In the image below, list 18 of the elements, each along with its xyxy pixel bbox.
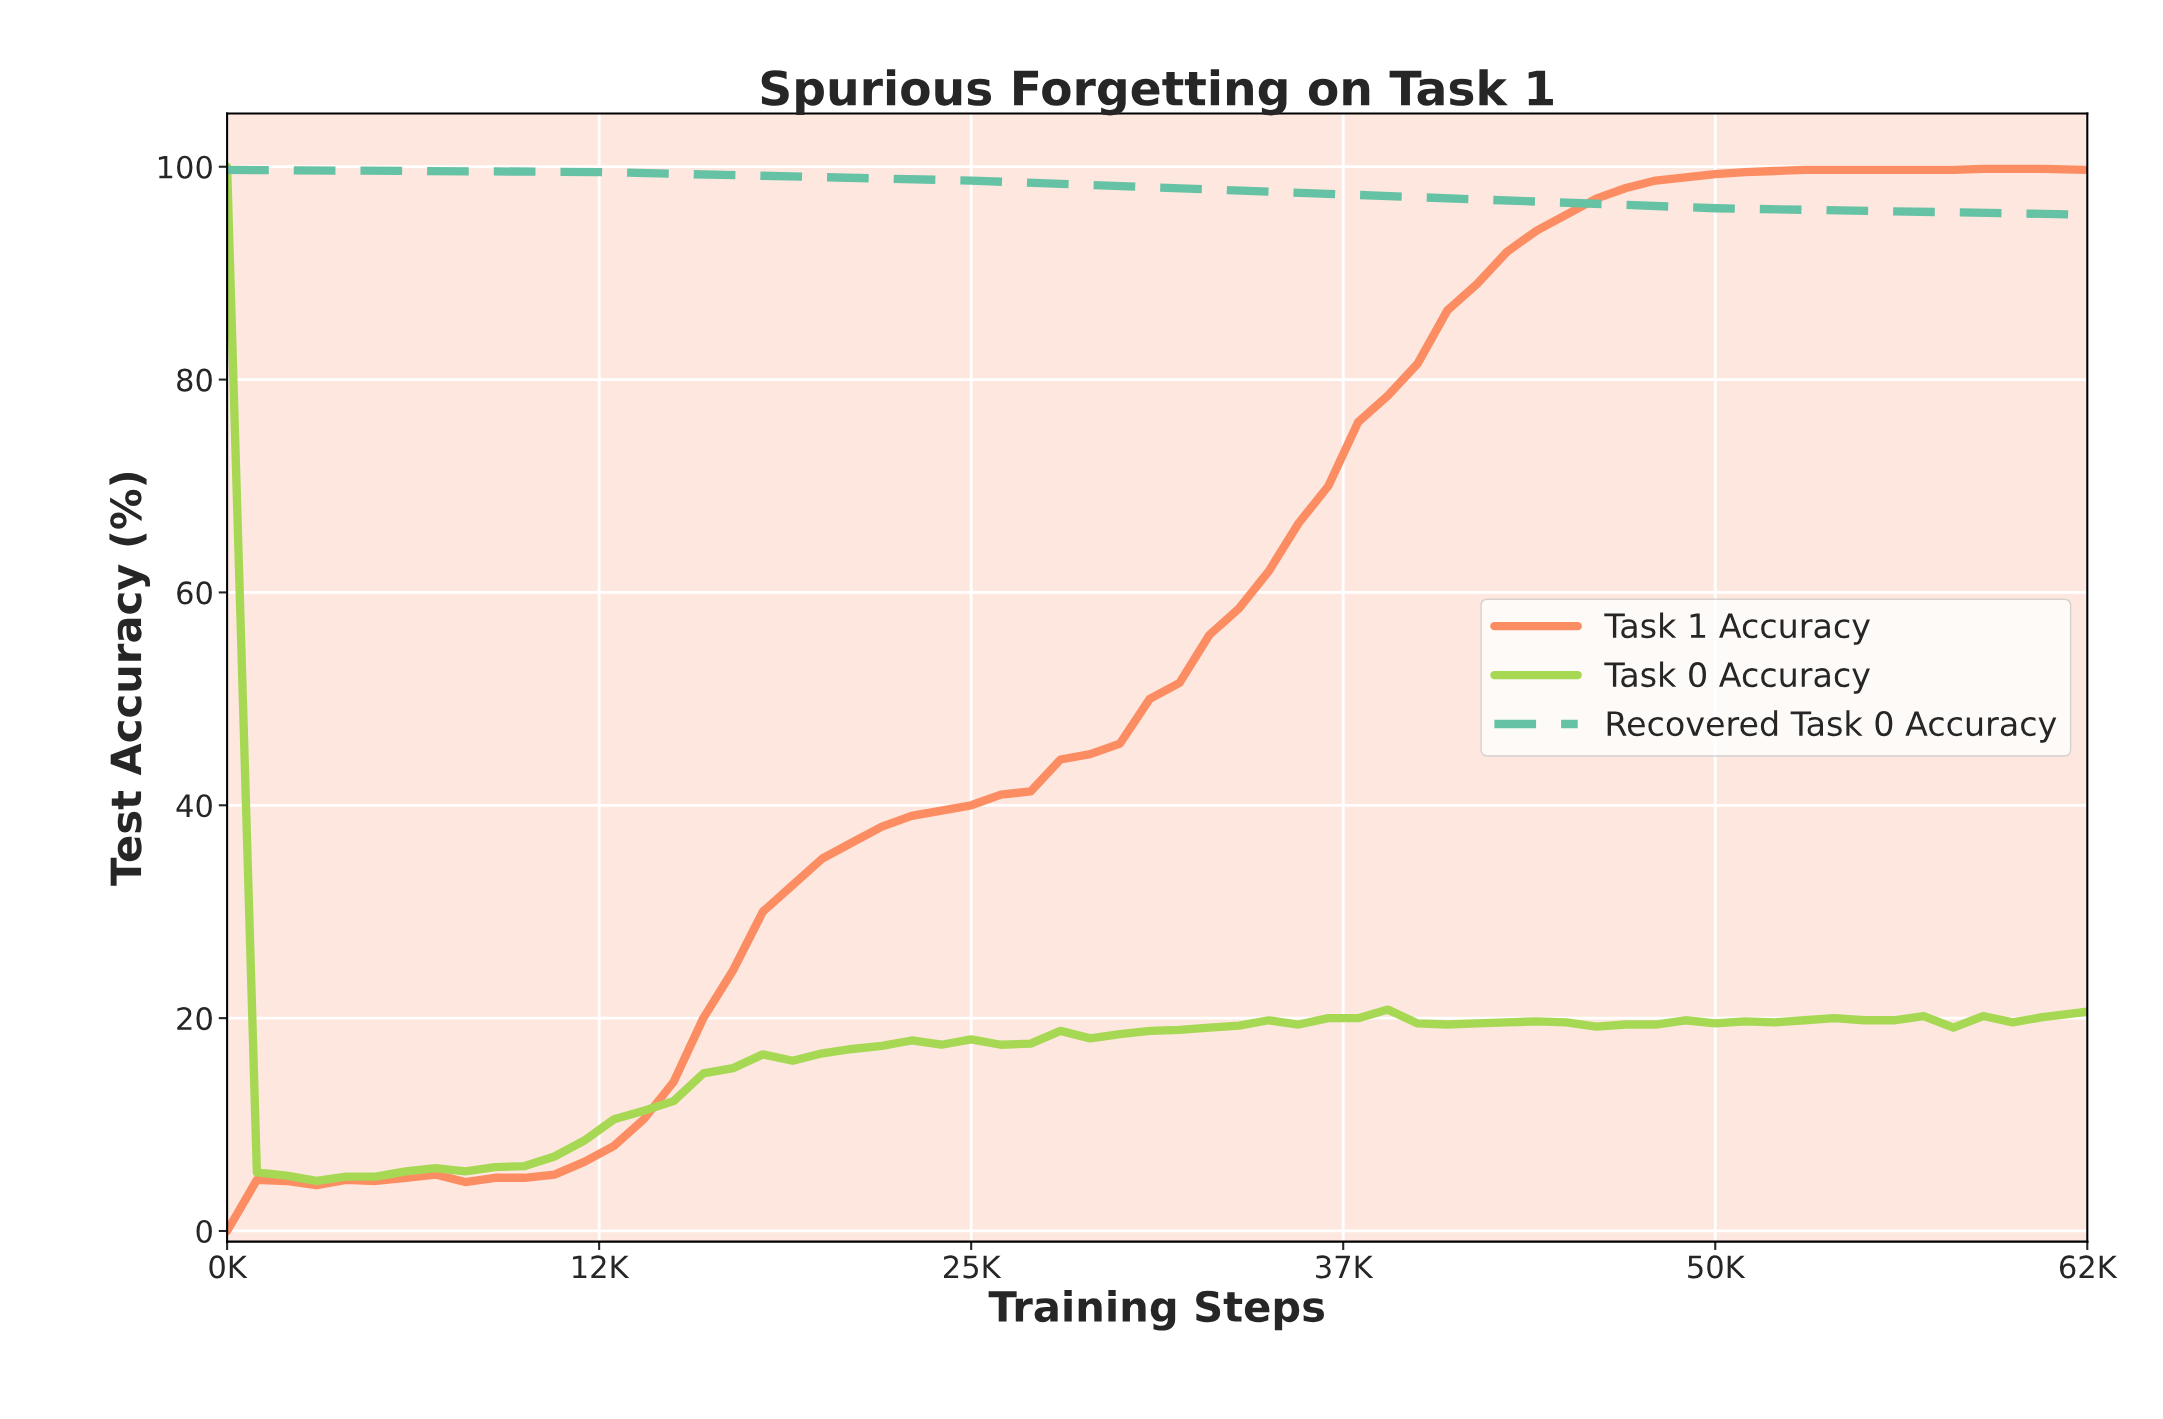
legend-label: Task 1 Accuracy [1604,612,1870,645]
x-tick-label: 37K [1316,1255,1374,1279]
x-tick-label: 50K [1688,1255,1746,1279]
y-axis-title: Test Accuracy (%) [109,472,151,886]
y-tick-label: 40 [176,794,212,818]
x-axis-title: Training Steps [988,1289,1324,1331]
chart-title: Spurious Forgetting on Task 1 [761,69,1553,116]
x-tick-label: 25K [943,1255,1002,1279]
y-tick-label: 20 [177,1007,212,1031]
x-tick-label: 12K [573,1255,630,1279]
y-tick-label: 0 [196,1219,212,1244]
legend-label: Recovered Task 0 Accuracy [1607,710,2057,743]
y-tick-label: 60 [177,581,212,605]
legend-label: Task 0 Accuracy [1604,661,1870,694]
y-tick-label: 100 [158,155,212,179]
x-tick-label: 62K [2059,1255,2118,1279]
y-tick-label: 80 [177,368,212,392]
x-tick-label: 0K [209,1255,248,1279]
